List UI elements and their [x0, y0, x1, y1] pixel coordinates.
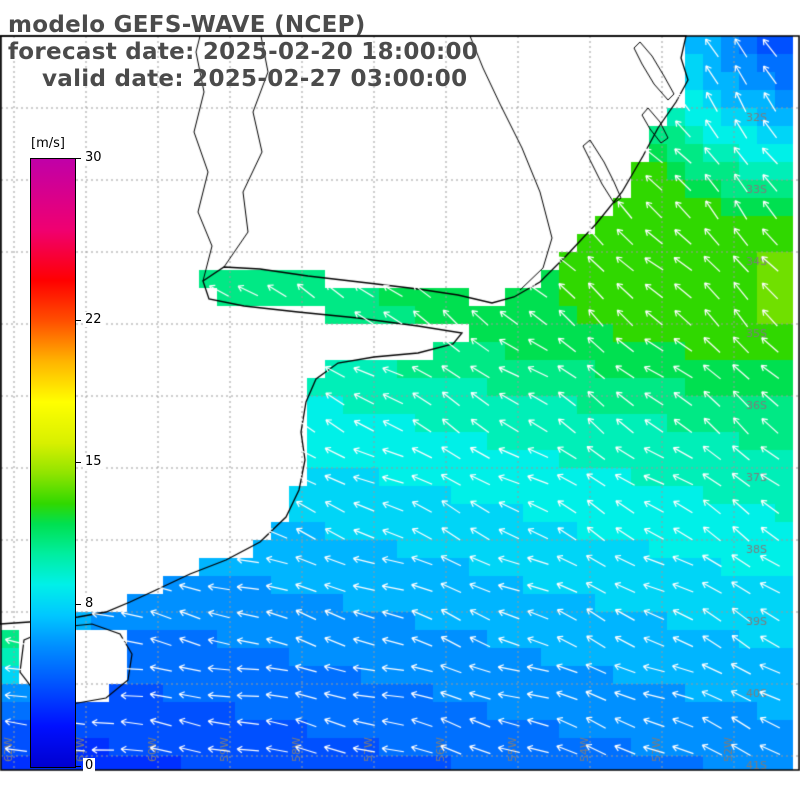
colorbar-tickmark	[76, 603, 81, 605]
title-block: modelo GEFS-WAVE (NCEP) forecast date: 2…	[8, 12, 478, 93]
colorbar-tick-30: 30	[83, 150, 104, 165]
colorbar-tickmark	[76, 320, 81, 322]
colorbar-gradient	[30, 158, 76, 768]
colorbar-tickmark	[76, 158, 81, 159]
colorbar-unit-label: [m/s]	[31, 136, 65, 151]
model-title: modelo GEFS-WAVE (NCEP)	[8, 12, 366, 38]
forecast-date-label: forecast date: 2025-02-20 18:00:00	[8, 39, 479, 65]
colorbar-tickmark	[76, 462, 81, 463]
colorbar-tick-15: 15	[83, 454, 104, 469]
colorbar-tick-22: 22	[83, 312, 104, 328]
colorbar: [m/s] 30 22 15 8 0	[30, 136, 104, 773]
colorbar-tick-8: 8	[83, 595, 96, 611]
colorbar-tickmark	[76, 766, 81, 767]
colorbar-tick-0: 0	[83, 758, 96, 773]
valid-date-label: valid date: 2025-02-27 03:00:00	[42, 66, 468, 92]
